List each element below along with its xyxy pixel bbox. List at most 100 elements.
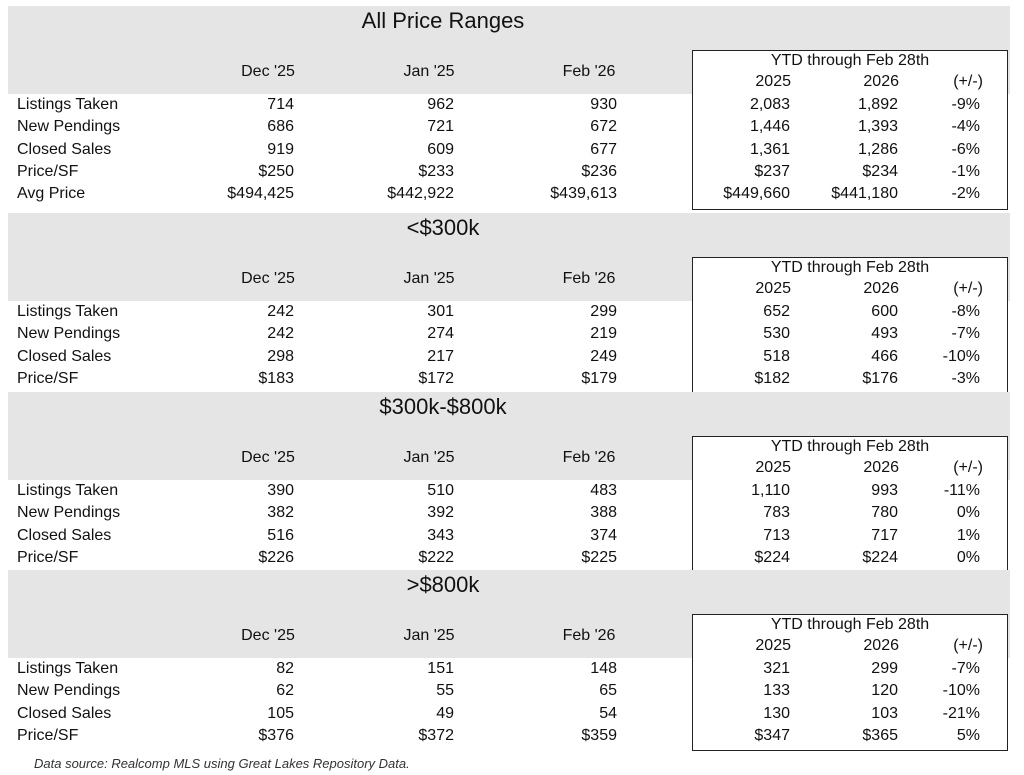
row-label: Price/SF [17,548,79,566]
cell-value: $226 [258,548,294,566]
cell-value: 493 [871,325,898,343]
cell-value: $179 [581,369,617,387]
table-row: New Pendings 686 721 672 1,446 1,393 -4% [8,117,1010,139]
cell-value: 516 [267,526,294,544]
column-header: Dec '25 [241,63,295,80]
cell-value: 993 [871,482,898,499]
ytd-title: YTD through Feb 28th [770,52,930,69]
cell-value: 600 [871,303,898,320]
cell-value: $442,922 [387,185,454,203]
table-row: Listings Taken 82 151 148 321 299 -7% [8,659,1010,681]
ytd-subheader: 2026 [863,280,899,297]
cell-value: $372 [418,726,454,744]
table-row: Closed Sales 919 609 677 1,361 1,286 -6% [8,140,1010,162]
row-label: Listings Taken [17,303,119,320]
cell-value: 242 [267,325,294,343]
ytd-box: YTD through Feb 28th 2025 2026 (+/-) [692,50,1008,210]
cell-value: 5% [956,726,980,744]
cell-value: -3% [951,369,980,387]
row-label: New Pendings [17,682,121,700]
column-header: Dec '25 [241,627,295,644]
cell-value: 962 [427,96,454,113]
column-header: Feb '26 [562,627,616,644]
row-label: New Pendings [17,325,121,343]
cell-value: 518 [763,347,790,365]
cell-value: 274 [427,325,454,343]
ytd-title: YTD through Feb 28th [770,438,930,455]
cell-value: 392 [427,504,454,522]
cell-value: $182 [754,369,790,387]
cell-value: 49 [436,704,454,722]
table-row: Listings Taken 714 962 930 2,083 1,892 -9% [8,95,1010,117]
ytd-box: YTD through Feb 28th 2025 2026 (+/-) [692,614,1008,752]
section-title: $300k-$800k [379,394,507,419]
cell-value: 783 [763,504,790,522]
table-row: Price/SF $376 $372 $359 $347 $365 5% [8,726,1010,748]
cell-value: $225 [581,548,617,566]
cell-value: $359 [581,726,617,744]
cell-value: 65 [599,682,617,700]
cell-value: 374 [590,526,617,544]
section-title: All Price Ranges [361,8,525,33]
cell-value: 120 [871,682,898,700]
cell-value: 299 [871,660,898,677]
column-header: Jan '25 [403,627,455,644]
ytd-subheader: 2026 [863,459,899,476]
cell-value: -2% [951,185,980,203]
table-row: Price/SF $250 $233 $236 $237 $234 -1% [8,162,1010,184]
column-header: Jan '25 [403,449,455,466]
table-row: Price/SF $183 $172 $179 $182 $176 -3% [8,369,1010,391]
cell-value: $176 [862,369,898,387]
cell-value: 217 [427,347,454,365]
ytd-title: YTD through Feb 28th [770,616,930,633]
cell-value: 103 [871,704,898,722]
ytd-box: YTD through Feb 28th 2025 2026 (+/-) [692,257,1008,395]
cell-value: 672 [590,118,617,136]
table-row: Avg Price $494,425 $442,922 $439,613 $449,66… [8,184,1010,206]
column-header: Feb '26 [562,63,616,80]
cell-value: 390 [267,482,294,499]
section-title: <$300k [406,215,480,240]
ytd-subheader: (+/-) [953,459,983,476]
cell-value: 148 [590,660,617,677]
cell-value: $236 [581,162,617,180]
row-label: Listings Taken [17,482,119,499]
cell-value: -10% [942,347,980,365]
column-header: Dec '25 [241,270,295,287]
cell-value: 151 [427,660,454,677]
column-header: Feb '26 [562,270,616,287]
cell-value: 299 [590,303,617,320]
cell-value: 242 [267,303,294,320]
source-note: Data source: Realcomp MLS using Great La… [34,756,410,771]
cell-value: 717 [871,526,898,544]
cell-value: 0% [956,504,980,522]
cell-value: 219 [590,325,617,343]
table-row: New Pendings 62 55 65 133 120 -10% [8,681,1010,703]
cell-value: 1,286 [857,140,898,158]
table-row: Closed Sales 516 343 374 713 717 1% [8,526,1010,548]
cell-value: 343 [427,526,454,544]
cell-value: 249 [590,347,617,365]
table-row: Listings Taken 242 301 299 652 600 -8% [8,302,1010,324]
cell-value: 82 [276,660,294,677]
cell-value: 298 [267,347,294,365]
cell-value: $233 [418,162,454,180]
table-row: New Pendings 242 274 219 530 493 -7% [8,324,1010,346]
cell-value: 686 [267,118,294,136]
cell-value: 677 [590,140,617,158]
cell-value: 780 [871,504,898,522]
cell-value: $365 [862,726,898,744]
cell-value: $224 [862,548,898,566]
cell-value: 62 [276,682,294,700]
cell-value: $250 [258,162,294,180]
cell-value: 930 [590,96,617,113]
cell-value: 1% [956,526,980,544]
cell-value: -6% [951,140,980,158]
cell-value: 510 [427,482,454,499]
ytd-subheader: 2025 [755,459,791,476]
table-row: Closed Sales 105 49 54 130 103 -21% [8,704,1010,726]
cell-value: 1,446 [749,118,790,136]
ytd-subheader: 2025 [755,280,791,297]
cell-value: 382 [267,504,294,522]
cell-value: -10% [942,682,980,700]
